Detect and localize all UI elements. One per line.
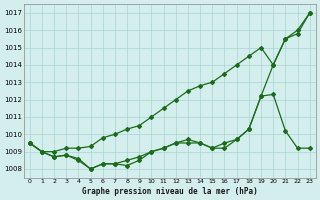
X-axis label: Graphe pression niveau de la mer (hPa): Graphe pression niveau de la mer (hPa) [82,187,258,196]
